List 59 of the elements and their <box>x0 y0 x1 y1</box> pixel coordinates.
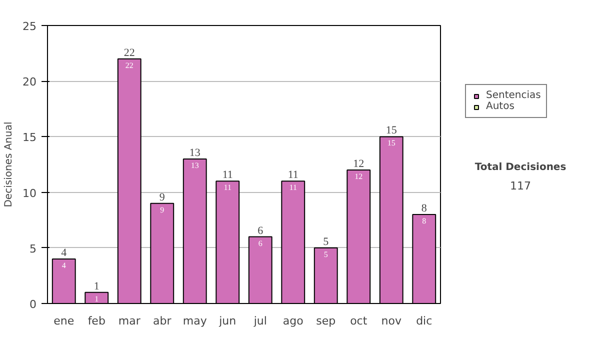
total-label: 22 <box>124 46 135 59</box>
bar <box>150 202 174 304</box>
bar <box>346 170 371 304</box>
text: 117 <box>510 180 531 193</box>
legend-label: Autos <box>486 101 514 112</box>
total-label: 13 <box>189 146 201 159</box>
data-label: 11 <box>224 183 232 192</box>
bar <box>281 180 306 304</box>
x-tick-label: mar <box>118 314 141 328</box>
total-label: 15 <box>386 124 398 137</box>
bar <box>314 247 338 304</box>
x-tick-label: jun <box>218 314 236 328</box>
data-label: 1 <box>94 294 99 304</box>
bar <box>84 292 109 304</box>
bar <box>52 258 76 304</box>
data-label: 22 <box>125 60 134 70</box>
data-label: 8 <box>422 216 426 226</box>
data-label: 15 <box>387 138 396 148</box>
bar <box>412 214 436 304</box>
total-label: 6 <box>258 224 264 237</box>
y-tick-label: 25 <box>22 20 37 33</box>
y-tick-label: 10 <box>22 186 37 200</box>
data-label: 9 <box>160 205 164 214</box>
data-label: 13 <box>190 160 199 170</box>
x-tick-label: dic <box>416 314 432 328</box>
x-tick-label: ene <box>54 314 74 328</box>
bar <box>216 180 240 304</box>
bar <box>117 58 142 304</box>
y-axis-title: Decisiones Anual <box>4 122 15 208</box>
y-tick-label: 5 <box>30 242 36 256</box>
x-tick-label: jul <box>252 314 267 328</box>
data-label: 6 <box>258 238 262 248</box>
total-label: 8 <box>421 202 428 215</box>
total-label: 1 <box>94 280 100 292</box>
bar <box>182 158 207 304</box>
data-label: 12 <box>354 172 363 182</box>
total-label: 5 <box>323 236 330 248</box>
x-tick-label: feb <box>88 314 106 328</box>
data-label: 11 <box>289 183 297 192</box>
total-label: 11 <box>222 169 233 182</box>
total-label: 12 <box>353 158 364 170</box>
x-tick-label: abr <box>153 314 172 328</box>
x-tick-label: sep <box>316 314 336 328</box>
bar <box>379 136 404 304</box>
bar <box>248 236 272 304</box>
total-label: 4 <box>61 247 68 260</box>
y-tick-label: 15 <box>22 131 37 144</box>
x-tick-label: nov <box>381 314 402 328</box>
data-label: 4 <box>62 261 66 270</box>
y-tick-label: 0 <box>30 298 36 311</box>
legend-label: Sentencias <box>486 90 541 101</box>
data-label: 5 <box>324 250 328 259</box>
total-label: 11 <box>288 169 298 182</box>
x-tick-label: oct <box>350 314 368 328</box>
x-tick-label: may <box>182 314 208 328</box>
y-tick-label: 20 <box>22 76 37 89</box>
x-tick-label: ago <box>282 314 304 328</box>
text: Total Decisiones <box>474 162 566 173</box>
total-label: 9 <box>159 191 166 204</box>
